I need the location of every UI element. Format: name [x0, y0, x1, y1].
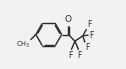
- Text: F: F: [89, 31, 93, 40]
- Text: F: F: [85, 43, 90, 52]
- Text: O: O: [65, 15, 72, 24]
- Text: F: F: [87, 20, 91, 29]
- Text: F: F: [77, 51, 81, 60]
- Text: F: F: [68, 51, 73, 60]
- Text: $\mathregular{CH_3}$: $\mathregular{CH_3}$: [16, 40, 30, 50]
